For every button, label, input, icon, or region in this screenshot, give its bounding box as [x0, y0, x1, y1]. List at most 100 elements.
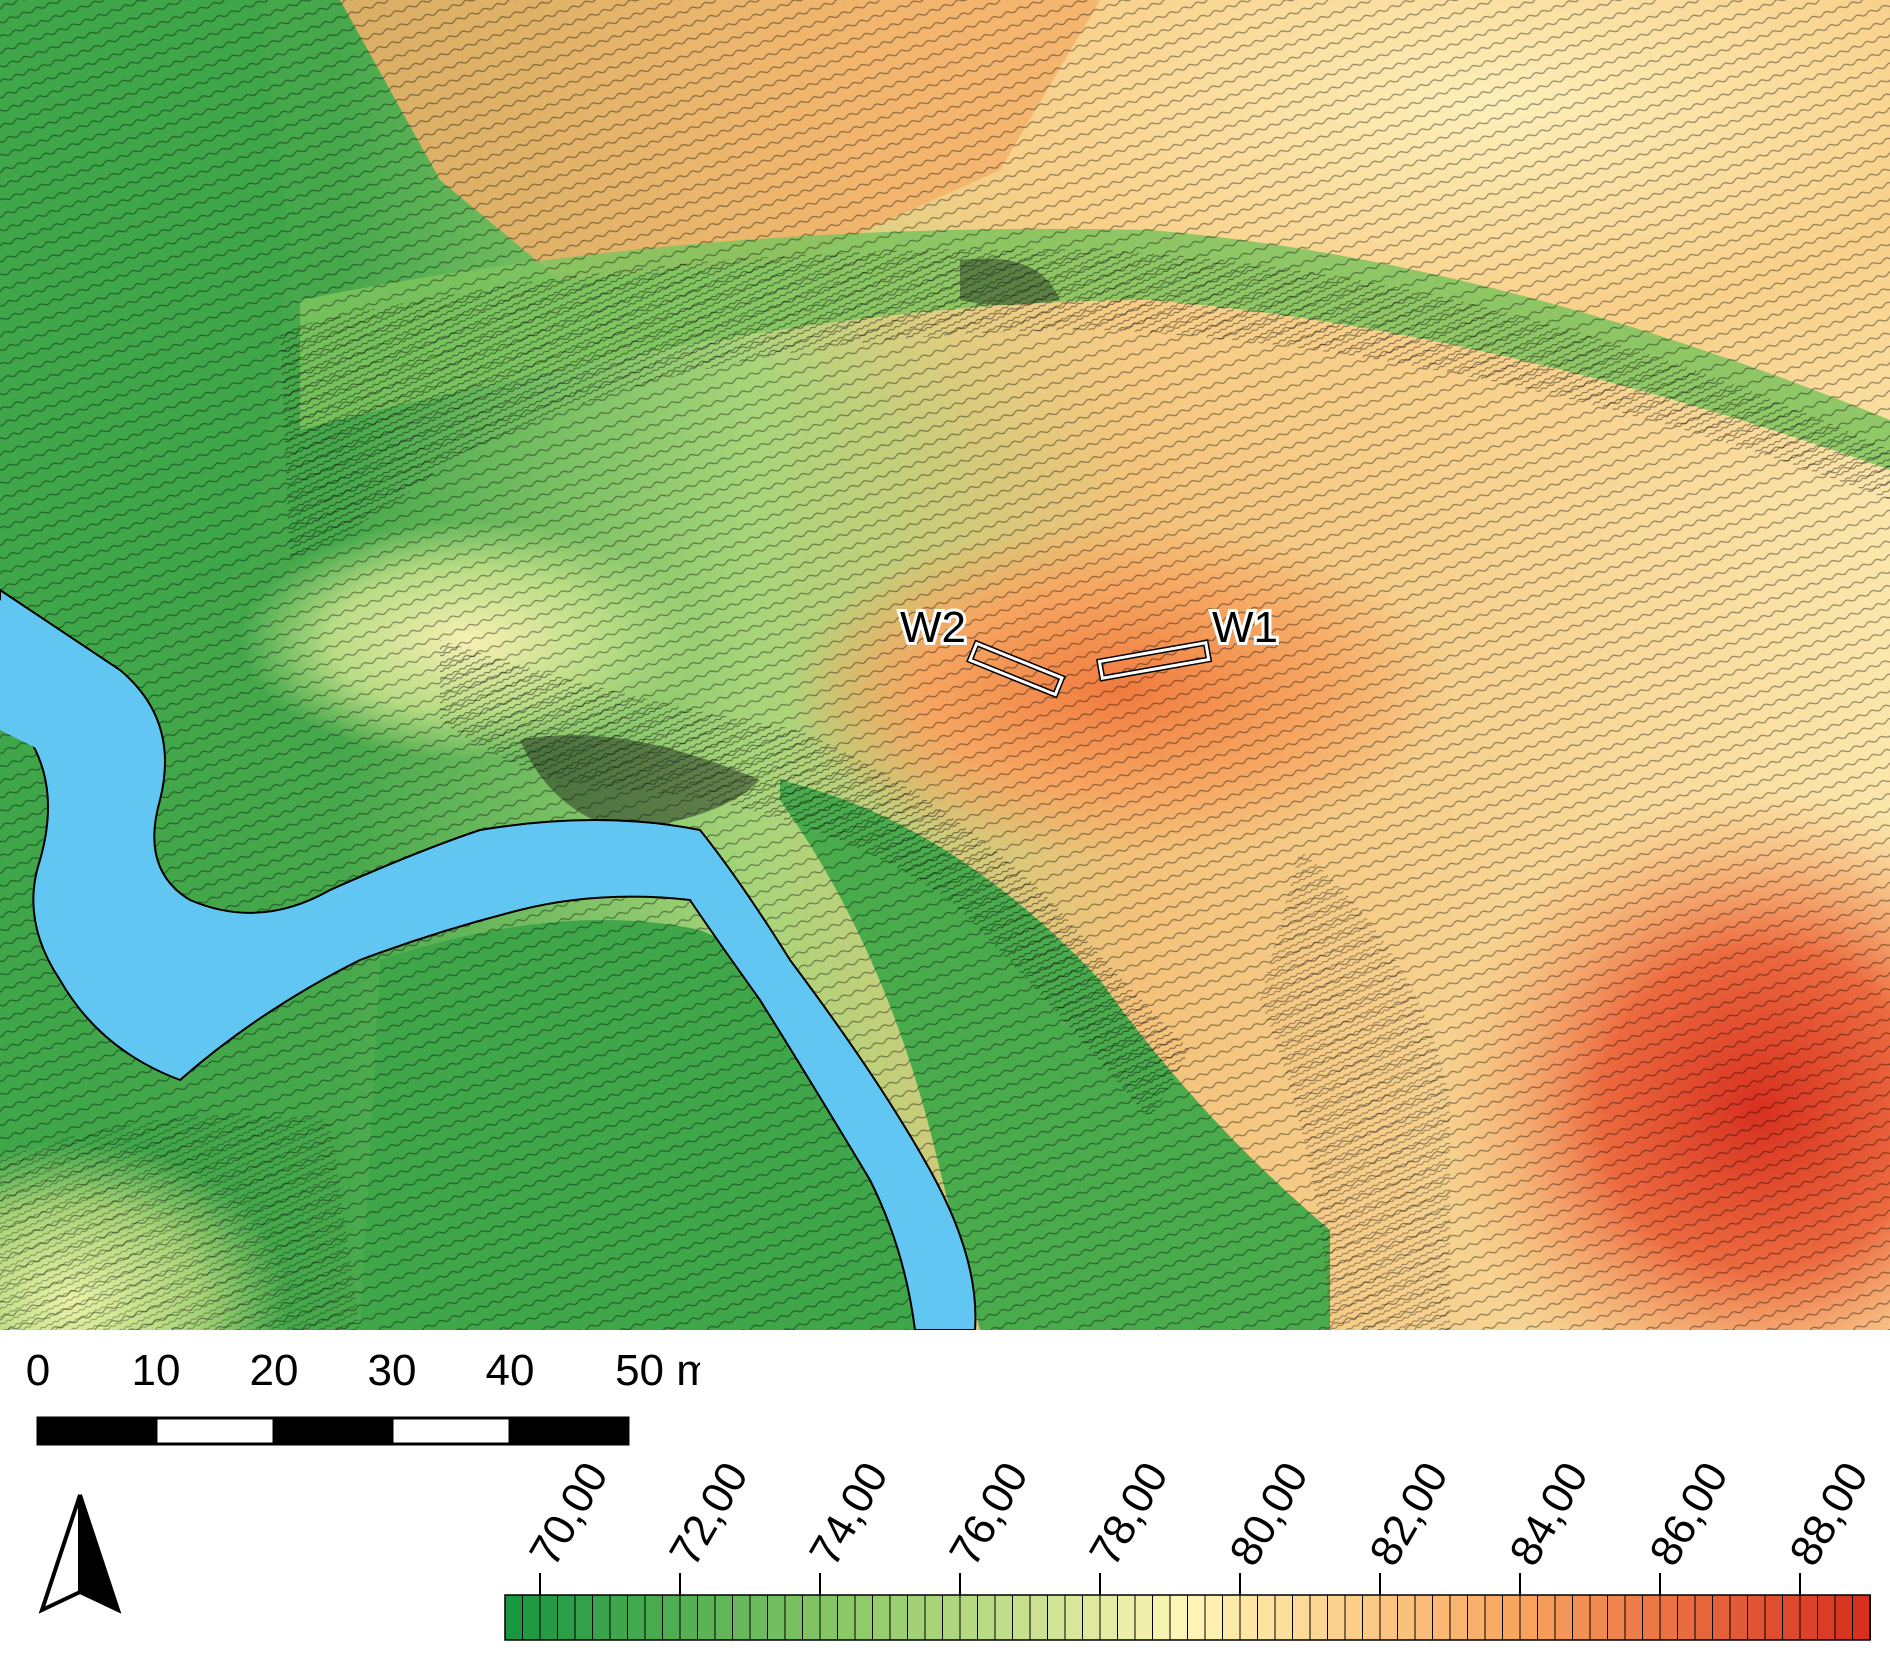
legend-color-step	[697, 1594, 716, 1641]
scale-bar-labels: 0 10 20 30 40 50 m	[26, 1346, 713, 1395]
scale-bar: 0 10 20 30 40 50 m	[0, 1330, 713, 1460]
legend-color-step	[574, 1594, 594, 1641]
scale-segment	[390, 1416, 512, 1446]
ravine-shadow-north	[960, 258, 1060, 305]
scale-bar-segments	[36, 1416, 630, 1446]
scale-label: 10	[132, 1346, 181, 1395]
legend-color-step	[802, 1594, 821, 1641]
legend-color-step	[1082, 1594, 1101, 1641]
legend-color-step	[1852, 1594, 1871, 1641]
legend-color-step	[627, 1594, 646, 1641]
legend-color-step	[994, 1594, 1014, 1641]
scale-label: 0	[26, 1346, 50, 1395]
scale-bar-svg: 0 10 20 30 40 50 m	[26, 1346, 713, 1446]
legend-color-step	[1484, 1594, 1504, 1641]
legend-color-step	[1729, 1594, 1749, 1641]
legend-ramp	[504, 1594, 1871, 1641]
contour-lines	[0, 0, 1890, 1330]
legend-color-step	[1467, 1594, 1486, 1641]
legend-color-step	[1432, 1594, 1451, 1641]
legend-color-step	[522, 1594, 541, 1641]
legend-color-step	[942, 1594, 961, 1641]
scale-segment	[272, 1416, 394, 1446]
legend-color-step	[1572, 1594, 1591, 1641]
legend-color-step	[1379, 1594, 1399, 1641]
legend-color-step	[1204, 1594, 1224, 1641]
legend-color-step	[1659, 1594, 1679, 1641]
legend-color-step	[1712, 1594, 1731, 1641]
legend-color-step	[1677, 1594, 1696, 1641]
legend-color-step	[1362, 1594, 1381, 1641]
legend-color-step	[1344, 1594, 1364, 1641]
legend-color-step	[1169, 1594, 1189, 1641]
legend-color-step	[784, 1594, 804, 1641]
scale-segment	[154, 1416, 276, 1446]
legend-color-step	[1694, 1594, 1714, 1641]
contour-dense-sw	[0, 1115, 360, 1330]
legend-color-step	[1012, 1594, 1031, 1641]
legend-label: 78,00	[1080, 1454, 1177, 1574]
legend-color-step	[767, 1594, 786, 1641]
legend-color-step	[1624, 1594, 1644, 1641]
legend-color-step	[977, 1594, 996, 1641]
legend-color-step	[1222, 1594, 1241, 1641]
legend-label: 82,00	[1360, 1454, 1457, 1574]
legend-color-step	[1397, 1594, 1416, 1641]
legend-color-step	[1187, 1594, 1206, 1641]
trench-w1	[1095, 639, 1213, 682]
legend-color-step	[889, 1594, 909, 1641]
legend-label: 84,00	[1500, 1454, 1597, 1574]
legend-color-step	[679, 1594, 699, 1641]
legend-ticks	[539, 1573, 1801, 1595]
scale-segment	[36, 1416, 158, 1446]
legend-color-step	[1327, 1594, 1346, 1641]
legend-color-step	[662, 1594, 681, 1641]
legend-color-step	[1274, 1594, 1294, 1641]
legend-color-step	[1537, 1594, 1556, 1641]
legend-label: 76,00	[940, 1454, 1037, 1574]
legend-color-step	[1799, 1594, 1819, 1641]
legend-label: 80,00	[1220, 1454, 1317, 1574]
legend-color-step	[1152, 1594, 1171, 1641]
legend-color-step	[1834, 1594, 1854, 1641]
legend-color-step	[1642, 1594, 1661, 1641]
river	[0, 588, 977, 1330]
legend-label: 88,00	[1780, 1454, 1877, 1574]
scale-label: 30	[368, 1346, 417, 1395]
trench-w2	[966, 639, 1066, 699]
legend-color-step	[1292, 1594, 1311, 1641]
legend-color-step	[1414, 1594, 1434, 1641]
legend-color-step	[1029, 1594, 1049, 1641]
scale-label: 40	[486, 1346, 535, 1395]
contour-dense-se-slope	[1260, 850, 1450, 1330]
legend-color-step	[819, 1594, 839, 1641]
legend-color-step	[504, 1594, 524, 1641]
elevation-map-svg: W2 W1	[0, 0, 1890, 1330]
legend-label: 72,00	[660, 1454, 757, 1574]
legend-color-step	[1047, 1594, 1066, 1641]
elevation-legend-svg: 70,00 72,00 74,00 76,00 78,00 80,00 82,00 84,00…	[504, 1454, 1878, 1641]
legend-label: 86,00	[1640, 1454, 1737, 1574]
legend-color-step	[714, 1594, 734, 1641]
legend-color-step	[924, 1594, 944, 1641]
legend-color-step	[1309, 1594, 1329, 1641]
legend-color-step	[1764, 1594, 1784, 1641]
legend-color-step	[837, 1594, 856, 1641]
trench-label-w1: W1	[1212, 603, 1278, 652]
contour-dense-north-slope	[280, 249, 1890, 560]
scale-label: 50 m	[615, 1346, 700, 1395]
legend-color-step	[732, 1594, 751, 1641]
legend-color-step	[749, 1594, 769, 1641]
elevation-legend: 70,00 72,00 74,00 76,00 78,00 80,00 82,00 84,00…	[480, 1440, 1890, 1654]
elevation-map: W2 W1	[0, 0, 1890, 1330]
scale-segment	[508, 1416, 630, 1446]
legend-color-step	[557, 1594, 576, 1641]
legend-color-step	[1064, 1594, 1084, 1641]
legend-color-step	[1554, 1594, 1574, 1641]
legend-color-step	[1519, 1594, 1539, 1641]
legend-labels: 70,00 72,00 74,00 76,00 78,00 80,00 82,00 84,00…	[520, 1454, 1877, 1574]
legend-color-step	[854, 1594, 874, 1641]
legend-label: 74,00	[800, 1454, 897, 1574]
legend-color-step	[1134, 1594, 1154, 1641]
legend-color-step	[1099, 1594, 1119, 1641]
